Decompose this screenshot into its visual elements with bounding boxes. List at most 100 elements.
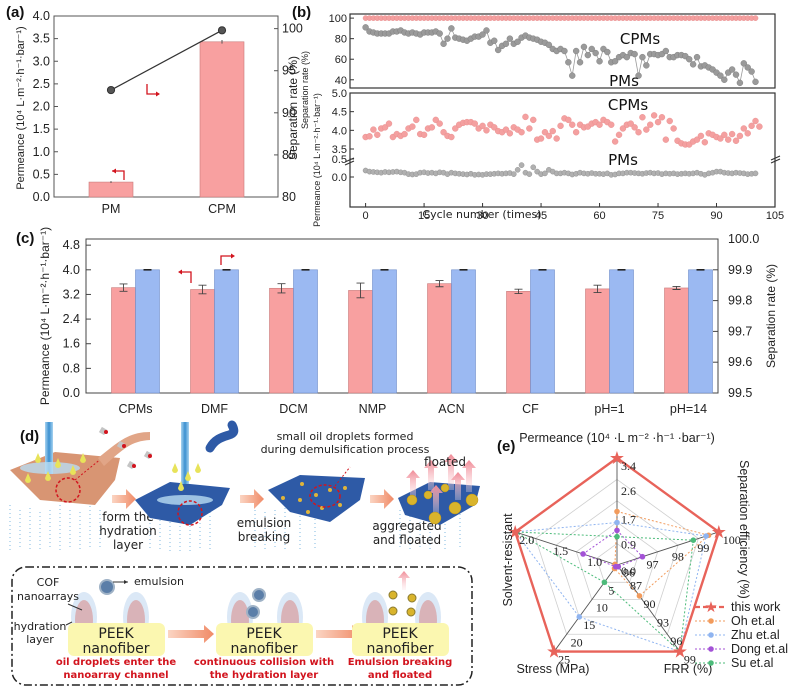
panel-b-top-series	[362, 15, 759, 87]
panel-c-right-arrow-icon	[220, 255, 232, 265]
panel-b-bottom-cpms-point	[506, 130, 514, 137]
panel-b-bottom-cpms-point	[569, 121, 576, 128]
panel-a-ytick-right-label: 90	[282, 106, 296, 120]
radar-series-this-work	[513, 456, 721, 653]
panel-b-bottom-cpms-point	[428, 124, 436, 131]
panel-c-errorbar	[277, 283, 286, 294]
oil-drops-icon-1	[25, 453, 86, 483]
water-jet-icon-1	[45, 422, 53, 474]
small-oil-label-1: small oil droplets formed	[277, 430, 414, 443]
panel-b-bottom-cpms-point	[744, 130, 751, 137]
panel-b-bottom-cpms-point	[491, 124, 498, 131]
radar-point	[580, 551, 586, 557]
panel-c-ytick-label: 4.0	[63, 263, 80, 277]
step-label-form-1: form the	[102, 510, 154, 524]
panel-b-bottom-cpms-point	[557, 122, 564, 130]
panel-b-bottom-pms-point	[752, 170, 759, 177]
radar-tick-label: 99	[697, 541, 709, 555]
panel-b-bottom-cpms-point	[701, 139, 709, 146]
radar-tick-label: 96	[623, 565, 635, 579]
panel-b-top-pms-point	[483, 27, 490, 34]
panel-b-top-ylabel: Separation rate (%)	[300, 51, 310, 129]
panel-b-top-pms-point	[611, 58, 619, 65]
peek-nanofiber-box-1	[68, 623, 165, 656]
panel-c-errorbar	[593, 284, 602, 294]
panel-b-top-pms-point	[717, 72, 724, 79]
radar-series-zhu-et-al	[514, 522, 707, 653]
radar-tick-label: 15	[583, 618, 595, 632]
float-up-arrow-icon	[398, 571, 410, 590]
panel-b-top-pms-point	[689, 61, 697, 68]
colliding-droplet-icon-2	[246, 605, 260, 619]
panel-a-right-arrowhead-icon	[156, 91, 160, 97]
panel-b-bottom-cpms-point	[721, 131, 728, 139]
panel-b-bottom-cpms-point	[401, 130, 408, 138]
panel-c-left-arrowhead-icon	[178, 269, 182, 275]
panel-b-bottom-cpms-point	[448, 133, 455, 141]
legend-label: this work	[731, 600, 781, 614]
caption-2a: continuous collision with	[194, 657, 334, 668]
panel-c-permeance-bar	[190, 289, 215, 394]
legend-marker	[708, 646, 714, 652]
panel-b-xtick-label: 30	[476, 210, 488, 222]
radar-grid-ring	[596, 543, 638, 583]
panel-b-bottom-frame	[349, 92, 776, 208]
panel-c-ylabel-right: Separation rate (%)	[764, 264, 778, 368]
panel-b-bottom-ticks: 0.0 0.53.5 4.0 4.5 5.0	[332, 88, 354, 184]
radar-tick-label: 99	[684, 653, 696, 667]
panel-c-permeance-bar	[664, 287, 689, 394]
inset-arrow-icon-1	[168, 625, 214, 643]
panel-b-bottom-ytick-label: 0.5	[332, 154, 347, 166]
panel-b-bottom-pms-point	[534, 168, 540, 175]
panel-b-bottom-cpms-point	[366, 133, 373, 140]
radar-tick-label: 2.0	[519, 533, 534, 547]
panel-b-top-pms-point	[440, 40, 447, 48]
peek-nanofiber-box-2	[216, 623, 313, 656]
panel-b-top-pms-point	[752, 78, 759, 86]
panel-b-top-ytick-label: 80	[335, 34, 347, 46]
panel-b-bottom-ytick-label: 5.0	[332, 88, 347, 100]
panel-c-separation-bar	[214, 269, 239, 394]
panel-b-top-pms-point	[561, 47, 568, 55]
radar-spoke	[616, 564, 681, 652]
panel-c-permeance-bar	[427, 283, 452, 394]
panel-b-xtick-label: 0	[363, 210, 369, 222]
panel-b: (b) Separation rate (%) 40 60 80 100 0.0 0.5…	[292, 4, 784, 227]
panel-b-top-pms-point	[721, 76, 728, 83]
inset-arrow-icon-2	[316, 625, 362, 643]
panel-b-bottom-cpms-point	[530, 116, 537, 124]
panel-c-errorbar	[672, 285, 681, 290]
panel-c-left-ticks: 0.0 0.8 1.6 2.4 3.2 4.0 4.8	[63, 238, 91, 400]
panel-a-ytick-label: 2.0	[33, 100, 50, 114]
panel-c-errorbar	[514, 288, 523, 294]
panel-b-top-pms-point	[728, 66, 736, 73]
panel-c-xtick-label: NMP	[359, 402, 387, 416]
panel-b-top-frame	[349, 13, 776, 89]
radar-tick-label: 0.0	[621, 564, 636, 578]
panel-c-x-ticks: CPMs DMF DCM NMP ACN CF pH=1 pH=14	[118, 402, 707, 416]
panel-c-ytick-right-label: 99.8	[728, 294, 752, 308]
radar-point-star-icon: ★	[711, 522, 727, 543]
panel-a-ytick-label: 3.0	[33, 54, 50, 68]
panel-b-bottom-cpms-point	[725, 136, 732, 143]
radar-axis-separation: Separation efficiency (%)	[737, 460, 751, 599]
panel-b-bottom-cpms-point	[736, 132, 744, 140]
panel-b-top-cpms-point	[752, 15, 759, 21]
panel-d-schematic: (d) form the hydration layer	[9, 420, 480, 686]
radar-axis-solvent: Solvent-resistant	[501, 513, 515, 607]
panel-b-bottom-cpms-point	[381, 124, 389, 131]
panel-b-xtick-label: 45	[535, 210, 547, 222]
panel-c-right-ticks: 99.5 99.6 99.7 99.8 99.9 100.0	[713, 232, 759, 400]
panel-b-bottom-cpms-point	[627, 120, 634, 127]
panel-c-ytick-label: 1.6	[63, 337, 80, 351]
panel-b-top-cpms-label: CPMs	[620, 30, 660, 48]
panel-a: (a) 0.0 0.5 1.0 1.5 2.0 2.5 3.0 3.5 4.0 80 85 90 95…	[6, 4, 303, 216]
panel-b-bottom-cpms-point	[483, 127, 490, 134]
radar-tick-label: 1.7	[621, 513, 636, 527]
panel-e-label: (e)	[497, 438, 515, 455]
radar-tick-label: 93	[657, 615, 669, 629]
panel-c-bars	[111, 268, 713, 394]
step-label-form-2: hydration	[99, 524, 157, 538]
hydration-pointer	[65, 621, 73, 626]
